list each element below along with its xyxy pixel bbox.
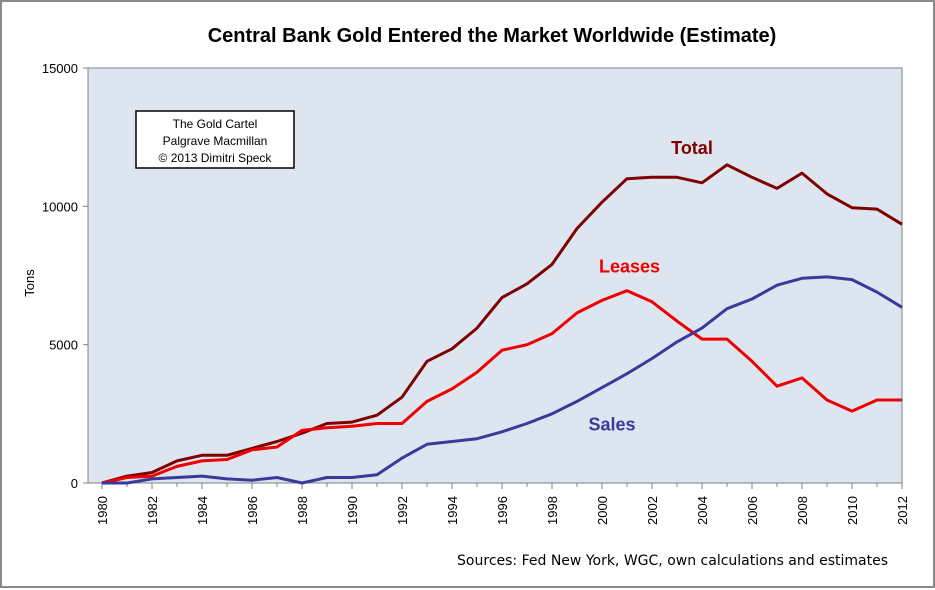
chart-title: Central Bank Gold Entered the Market Wor… (208, 25, 777, 47)
x-tick-label: 1996 (495, 496, 510, 525)
y-tick-label: 15000 (42, 61, 78, 76)
x-tick-label: 1986 (245, 496, 260, 525)
x-tick-label: 1988 (295, 496, 310, 525)
series-label-total: Total (671, 138, 713, 158)
series-line-leases (101, 289, 902, 485)
y-tick-label: 10000 (42, 199, 78, 214)
credit-box-border (135, 110, 295, 169)
x-tick-label: 2012 (895, 496, 910, 525)
source-note: Sources: Fed New York, WGC, own calculat… (457, 553, 888, 569)
series-label-sales: Sales (588, 414, 635, 434)
credit-line-1: The Gold Cartel (173, 117, 258, 131)
x-tick-label: 2000 (595, 496, 610, 525)
x-tick-label: 2008 (795, 496, 810, 525)
y-tick-label: 5000 (49, 338, 78, 353)
x-tick-label: 2004 (695, 496, 710, 525)
x-tick-label: 1980 (95, 496, 110, 525)
series-label-leases: Leases (599, 257, 660, 277)
x-tick-label: 2006 (745, 496, 760, 525)
x-tick-label: 1992 (395, 496, 410, 525)
credit-line-2: Palgrave Macmillan (163, 134, 268, 148)
series-line-sales (102, 275, 903, 485)
series-line-total (101, 163, 903, 485)
x-tick-label: 1990 (345, 496, 360, 525)
x-tick-label: 1998 (545, 496, 560, 525)
x-tick-label: 1982 (145, 496, 160, 525)
x-tick-label: 1994 (445, 496, 460, 525)
y-axis-label: Tons (22, 269, 37, 297)
series-labels: Total Leases Sales (588, 138, 712, 435)
x-tick-label: 2010 (845, 496, 860, 525)
x-tick-label: 2002 (645, 496, 660, 525)
y-axis: 0 5000 10000 15000 (42, 61, 89, 491)
credit-box: The Gold Cartel Palgrave Macmillan © 201… (135, 110, 295, 169)
x-tick-label: 1984 (195, 496, 210, 525)
y-tick-label: 0 (71, 476, 78, 491)
series-group (101, 163, 903, 485)
credit-line-3: © 2013 Dimitri Speck (159, 151, 273, 165)
x-axis: 1980 1982 1984 1986 1988 1990 1992 1994 1996 1998… (88, 482, 910, 525)
